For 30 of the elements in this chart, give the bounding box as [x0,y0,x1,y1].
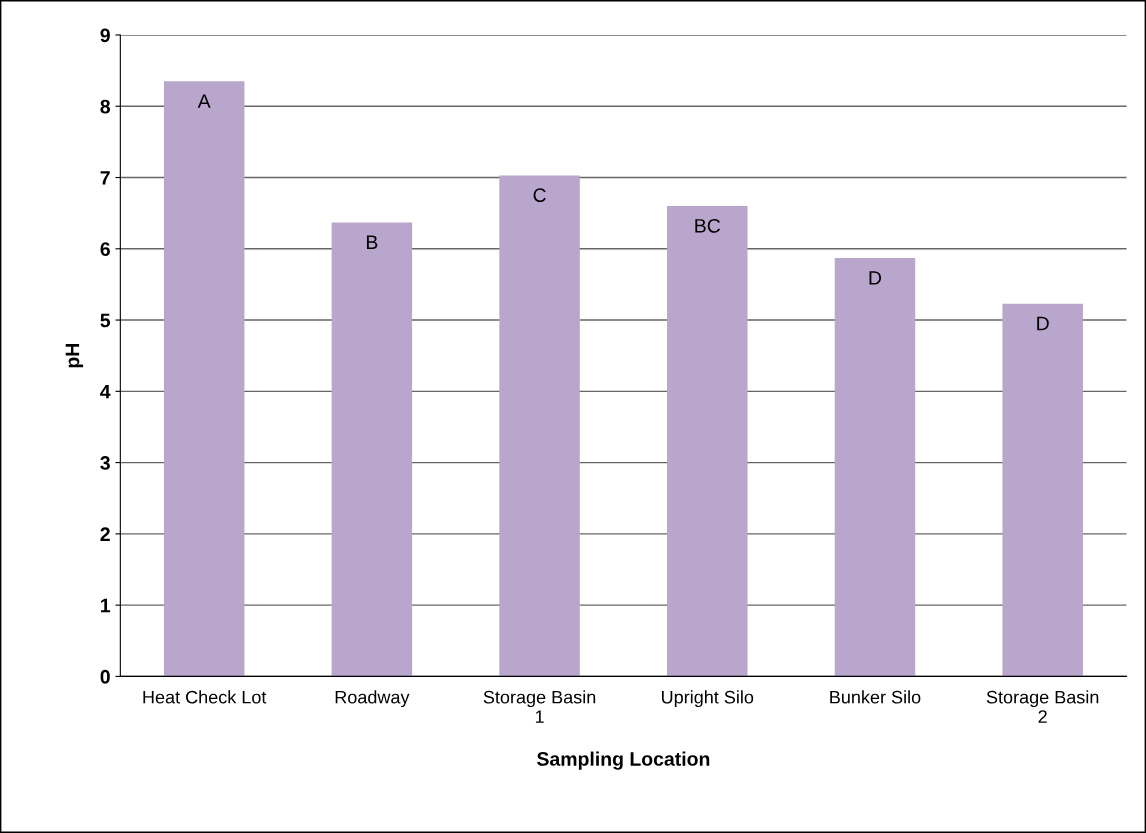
x-tick-label: Bunker Silo [830,690,921,704]
x-tick-label: Storage Basin 1 [483,690,596,723]
bar [834,258,916,677]
x-tick-label: Storage Basin 2 [986,690,1099,723]
data-label: C [533,188,546,203]
data-label: D [1037,316,1049,331]
data-label: B [366,235,378,249]
bar [667,206,748,677]
data-label: D [869,271,882,285]
y-tick-label: 2 [100,527,110,541]
y-axis-title: pH [65,344,84,368]
y-tick-label: 1 [101,598,111,613]
bar [499,175,580,677]
x-axis-title: Sampling Location [537,751,710,770]
bar [331,222,413,677]
data-label: A [197,94,211,108]
y-tick-label: 0 [100,669,110,684]
y-tick-label: 3 [100,456,110,470]
x-tick-label: Upright Silo [662,690,754,708]
y-tick-label: 4 [100,384,111,399]
x-tick-label: Heat Check Lot [143,690,267,704]
y-tick-label: 8 [100,99,111,114]
bar [163,81,245,677]
y-tick-label: 7 [100,171,110,185]
bar [1002,303,1083,677]
y-tick-label: 6 [100,242,110,257]
data-label: BC [695,218,721,233]
y-tick-label: 9 [100,28,110,43]
x-tick-label: Roadway [335,690,410,708]
y-tick-label: 5 [100,313,111,328]
